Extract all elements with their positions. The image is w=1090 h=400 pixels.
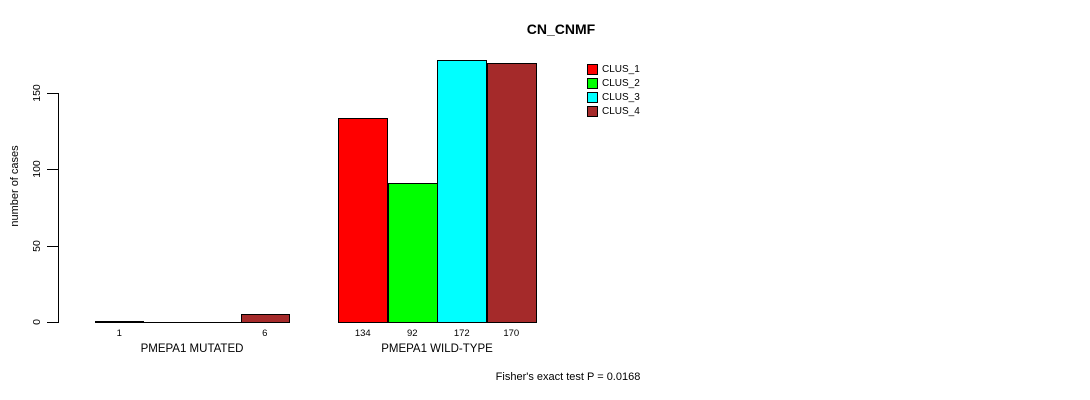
bar-value-label: 170 [503,328,520,339]
y-axis-tick [47,246,58,247]
bar-value-label: 1 [116,328,122,339]
bar-value-label: 172 [453,328,470,339]
chart-title: CN_CNMF [526,21,596,37]
legend-label: CLUS_1 [602,64,640,75]
bar [241,314,290,323]
legend-swatch [587,106,598,117]
legend-label: CLUS_3 [602,92,640,103]
legend-item: CLUS_2 [587,78,640,89]
legend-item: CLUS_4 [587,106,640,117]
legend-item: CLUS_3 [587,92,640,103]
group-label: PMEPA1 MUTATED [140,343,244,355]
y-axis-tick-label: 0 [31,319,43,325]
y-axis-tick [47,169,58,170]
y-axis-tick-label: 50 [31,240,43,252]
bar [437,60,487,323]
bar-value-label: 134 [354,328,371,339]
fisher-test-annotation: Fisher's exact test P = 0.0168 [495,371,641,383]
legend-swatch [587,92,598,103]
legend-label: CLUS_4 [602,106,640,117]
legend-swatch [587,64,598,75]
y-axis-label: number of cases [9,145,21,227]
bar-value-label: 6 [262,328,268,339]
group-baseline [95,322,289,323]
group-label: PMEPA1 WILD-TYPE [381,343,493,355]
y-axis-tick-label: 100 [31,160,43,178]
bar-value-label: 92 [406,328,418,339]
legend: CLUS_1 CLUS_2 CLUS_3 CLUS_4 [587,64,640,117]
legend-swatch [587,78,598,89]
bar [338,118,388,323]
y-axis-tick [47,93,58,94]
y-axis-line [58,93,59,323]
y-axis-tick [47,322,58,323]
legend-item: CLUS_1 [587,64,640,75]
bar [95,321,144,323]
bar [388,183,438,323]
bar [487,63,537,323]
y-axis-tick-label: 150 [31,84,43,102]
legend-label: CLUS_2 [602,78,640,89]
